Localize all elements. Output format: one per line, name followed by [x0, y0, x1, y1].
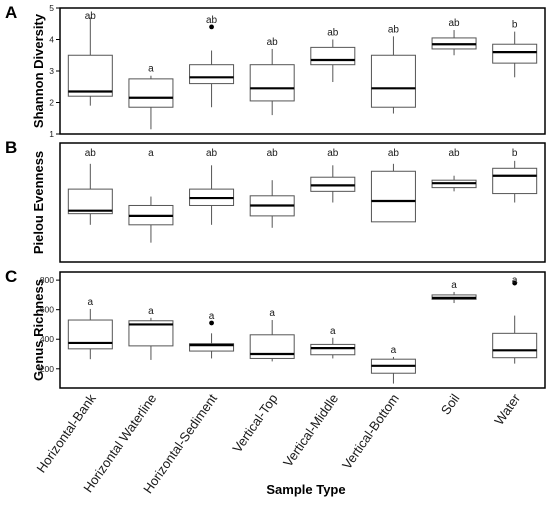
plot-frame	[59, 271, 546, 389]
significance-letter: ab	[388, 24, 400, 35]
box	[189, 343, 235, 352]
box	[67, 188, 113, 215]
box	[492, 167, 538, 195]
significance-letter: a	[148, 64, 154, 75]
significance-letter: ab	[327, 28, 339, 39]
box	[189, 64, 235, 85]
significance-letter: ab	[449, 18, 461, 29]
y-tick-label: 200	[40, 364, 54, 374]
significance-letter: b	[512, 148, 518, 159]
significance-letter: a	[451, 280, 457, 291]
box	[67, 319, 113, 350]
significance-letter: ab	[85, 148, 97, 159]
significance-letter: ab	[206, 148, 218, 159]
x-category-label: Soil	[438, 391, 463, 417]
significance-letter: ab	[206, 15, 218, 26]
box	[310, 46, 356, 66]
x-axis-label: Sample Type	[266, 482, 345, 497]
significance-letter: a	[391, 345, 397, 356]
x-category-label: Vertical-Middle	[280, 391, 341, 469]
x-category-label: Vertical-Top	[229, 391, 280, 455]
y-tick-label: 2	[49, 98, 54, 108]
y-axis-label: Shannon Diversity	[31, 13, 46, 128]
box	[370, 54, 416, 108]
significance-letter: ab	[388, 148, 400, 159]
significance-letter: a	[209, 311, 215, 322]
panel-label: A	[5, 3, 17, 22]
y-tick-label: 800	[40, 275, 54, 285]
box	[492, 332, 538, 359]
significance-letter: a	[148, 148, 154, 159]
significance-letter: ab	[449, 148, 461, 159]
y-tick-label: 3	[49, 66, 54, 76]
x-category-label: Horizontal-Bank	[33, 391, 99, 476]
box	[249, 334, 295, 359]
box	[310, 343, 356, 356]
significance-letter: ab	[267, 148, 279, 159]
significance-letter: a	[88, 297, 94, 308]
panel-label: C	[5, 267, 17, 286]
box	[310, 176, 356, 192]
box	[128, 78, 174, 108]
box	[67, 54, 113, 97]
significance-letter: a	[269, 308, 275, 319]
y-tick-label: 4	[49, 35, 54, 45]
plot-frame	[59, 142, 546, 263]
plot-frame	[59, 7, 546, 135]
y-tick-label: 600	[40, 305, 54, 315]
significance-letter: ab	[267, 37, 279, 48]
outlier-point	[209, 24, 214, 30]
y-axis-label: Genus Richness	[31, 279, 46, 381]
significance-letter: ab	[85, 11, 97, 22]
x-category-label: Water	[491, 391, 523, 428]
y-axis-label: Pielou Evenness	[31, 151, 46, 254]
y-tick-label: 1	[49, 129, 54, 139]
panel-label: B	[5, 138, 17, 157]
significance-letter: ab	[327, 148, 339, 159]
box	[492, 43, 538, 64]
outlier-point	[512, 280, 518, 286]
box	[249, 64, 295, 102]
significance-letter: a	[512, 275, 518, 286]
significance-letter: b	[512, 20, 518, 31]
x-category-label: Vertical-Bottom	[339, 391, 402, 472]
outlier-point	[209, 320, 214, 326]
box	[370, 170, 416, 223]
y-tick-label: 400	[40, 334, 54, 344]
significance-letter: a	[330, 326, 336, 337]
y-tick-label: 5	[49, 3, 54, 13]
significance-letter: a	[148, 306, 154, 317]
